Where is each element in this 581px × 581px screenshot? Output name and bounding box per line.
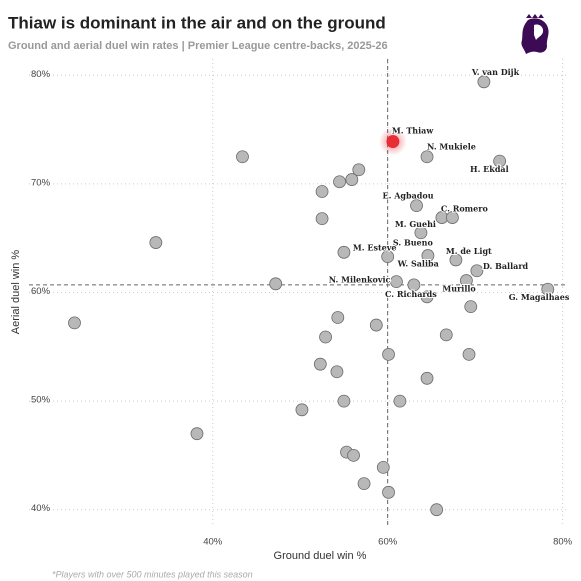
point [295,403,309,417]
point [381,250,395,264]
point [337,394,351,408]
point [420,290,434,304]
point [430,503,444,517]
footnote: *Players with over 500 minutes played th… [52,569,253,579]
point [382,348,395,361]
point-label: E. Agbadou [383,191,434,201]
point [439,328,453,342]
point [357,477,371,491]
point [149,236,163,249]
point-label: G. Magalhaes [509,292,570,302]
x-axis-label: Ground duel win % [274,550,367,562]
y-tick-label: 60% [31,286,51,297]
y-tick-label: 40% [31,503,51,514]
point [382,485,395,499]
point [313,357,327,371]
point [331,311,345,324]
point-label: N. Mukiele [427,142,476,152]
point [190,427,204,441]
chart-title: Thiaw is dominant in the air and on the … [8,13,386,32]
point-label: N. Milenkovic [329,275,391,285]
league-logo [521,14,549,55]
y-tick-label: 70% [31,177,51,188]
point [390,275,403,289]
point [369,318,383,332]
point [347,449,360,462]
point [337,245,351,259]
point [393,394,407,408]
point-label: H. Ekdal [470,164,509,174]
point-label: C. Romero [441,204,489,214]
y-axis-label: Aerial duel win % [10,250,22,335]
point [414,226,428,240]
x-tick-label: 40% [203,537,223,548]
point [464,300,478,314]
point [462,348,476,361]
highlight-point [386,135,400,148]
point-label: W. Saliba [397,259,439,269]
point [236,150,249,164]
point [470,264,484,278]
point [319,330,332,344]
point-label: M. Thiaw [392,126,434,136]
x-tick-label: 60% [378,537,398,548]
y-tick-label: 80% [31,69,51,80]
point [68,316,81,330]
point [420,150,434,164]
point [352,163,366,177]
point [493,154,507,168]
point-label: M. Esteve [353,242,397,252]
point [330,365,344,379]
point [315,185,329,198]
point [446,211,459,224]
chart-subtitle: Ground and aerial duel win rates | Premi… [8,40,388,52]
point [376,460,390,474]
point [345,173,359,186]
point-label: M. de Ligt [446,246,492,256]
point-label: Murillo [442,284,476,294]
point [410,199,423,213]
point [269,277,283,291]
point [420,371,434,385]
point [477,75,491,89]
point [541,282,555,296]
point-label: M. Guehi [395,219,436,229]
point-label: V. van Dijk [471,67,520,77]
point [421,249,435,262]
x-tick-label: 80% [553,537,573,548]
point [407,278,421,292]
y-tick-label: 50% [31,395,51,406]
point [333,175,346,189]
point-label: C. Richards [385,289,437,299]
point [449,253,463,267]
point [459,274,473,287]
point-label: D. Ballard [483,261,529,271]
point [315,212,329,226]
point-label: S. Bueno [393,238,434,248]
